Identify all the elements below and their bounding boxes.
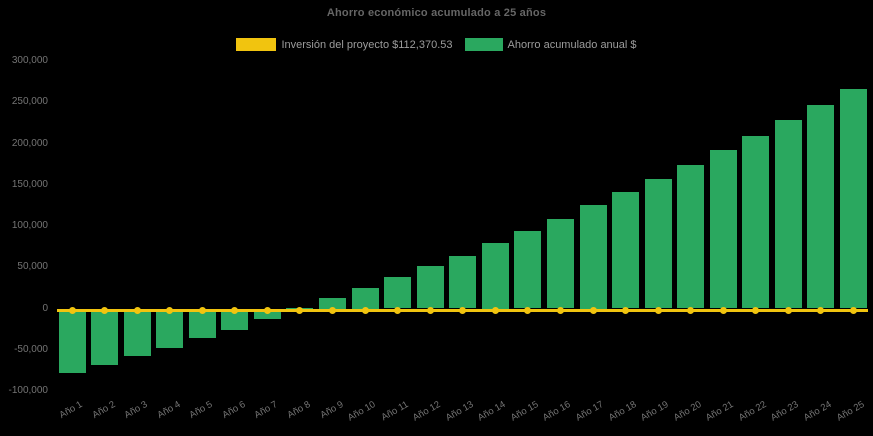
y-axis-label: 100,000 [11,220,48,231]
legend-item-savings[interactable]: Ahorro acumulado anual $ [464,38,637,51]
bar-año-25[interactable] [840,89,867,309]
y-axis-label: 200,000 [11,137,48,149]
x-axis-label: Año 20 [671,399,704,424]
y-axis-label: -100,000 [8,385,48,396]
investment-marker[interactable] [68,307,76,314]
investment-marker[interactable] [589,307,597,314]
x-axis-label: Año 10 [345,399,378,424]
bar-año-3[interactable] [123,308,151,357]
investment-marker[interactable] [166,307,174,314]
legend-label-savings: Ahorro acumulado anual $ [507,38,637,51]
y-axis-label: 50,000 [17,261,48,273]
x-axis-label: Año 3 [122,399,150,421]
bar-año-14[interactable] [481,242,509,309]
x-axis-label: Año 12 [411,399,443,424]
x-axis-label: Año 19 [639,399,671,424]
x-axis-label: Año 6 [220,399,248,421]
x-axis-label: Año 16 [541,399,573,424]
investment-marker[interactable] [263,307,271,314]
investment-swatch-icon [236,38,277,51]
investment-marker[interactable] [752,307,760,314]
investment-marker[interactable] [361,307,369,314]
x-axis-label: Año 21 [704,399,736,424]
investment-marker[interactable] [687,307,695,314]
chart-title: Ahorro económico acumulado a 25 años [326,7,547,19]
x-axis-label: Año 1 [57,399,85,421]
bar-año-13[interactable] [449,255,477,309]
bar-año-4[interactable] [156,308,184,349]
investment-marker[interactable] [719,307,727,314]
x-axis-label: Año 18 [606,399,639,424]
investment-marker[interactable] [329,307,336,314]
investment-marker[interactable] [850,307,857,314]
y-axis-label: -50,000 [14,343,48,355]
x-axis-label: Año 15 [508,399,541,424]
y-axis-label: 150,000 [11,178,48,190]
legend-label-investment: Inversión del proyecto $112,370.53 [281,38,453,51]
x-axis-label: Año 9 [317,399,345,421]
bar-año-19[interactable] [644,178,672,309]
bar-año-18[interactable] [612,192,640,309]
investment-marker[interactable] [524,307,532,314]
x-axis-label: Año 8 [285,399,313,421]
x-axis-label: Año 7 [252,399,280,421]
investment-marker[interactable] [231,307,239,314]
investment-marker[interactable] [394,307,402,314]
savings-swatch-icon [464,38,503,51]
bar-año-24[interactable] [807,104,835,309]
bar-año-22[interactable] [742,136,770,309]
investment-marker[interactable] [133,307,141,314]
x-axis-label: Año 22 [736,399,769,424]
y-axis-label: 0 [42,302,48,314]
investment-marker[interactable] [817,307,825,314]
bar-año-15[interactable] [514,230,542,309]
x-axis-label: Año 11 [379,399,411,424]
bar-año-16[interactable] [546,218,574,309]
investment-marker[interactable] [198,307,206,314]
x-axis-label: Año 14 [476,399,508,424]
x-axis-label: Año 13 [443,399,476,424]
investment-marker[interactable] [296,307,304,314]
y-axis-label: 250,000 [11,96,48,108]
investment-marker[interactable] [101,307,109,314]
bar-año-9[interactable] [319,298,346,309]
investment-marker[interactable] [556,307,564,314]
bar-año-6[interactable] [221,308,249,330]
legend: Inversión del proyecto $112,370.53 Ahorr… [0,38,873,51]
legend-item-investment[interactable]: Inversión del proyecto $112,370.53 [236,38,453,51]
x-axis-label: Año 24 [801,399,834,424]
x-axis-label: Año 2 [90,399,118,421]
bar-año-2[interactable] [91,308,119,365]
bar-año-1[interactable] [58,308,86,373]
y-axis-label: 300,000 [11,55,48,66]
bar-año-10[interactable] [351,287,379,309]
investment-marker[interactable] [459,307,467,314]
bar-año-23[interactable] [774,120,802,309]
bar-año-21[interactable] [709,150,737,309]
investment-marker[interactable] [784,307,792,314]
investment-marker[interactable] [622,307,630,314]
x-axis-label: Año 5 [187,399,215,421]
x-axis-label: Año 4 [155,399,183,421]
bar-año-17[interactable] [579,205,607,309]
bar-año-12[interactable] [416,266,444,309]
x-axis-label: Año 17 [573,399,606,424]
investment-marker[interactable] [491,307,499,314]
bar-año-11[interactable] [384,277,412,309]
investment-marker[interactable] [654,307,662,314]
bar-año-20[interactable] [677,164,705,309]
x-axis-label: Año 23 [769,399,801,424]
investment-marker[interactable] [426,307,434,314]
x-axis-label: Año 25 [834,399,866,424]
